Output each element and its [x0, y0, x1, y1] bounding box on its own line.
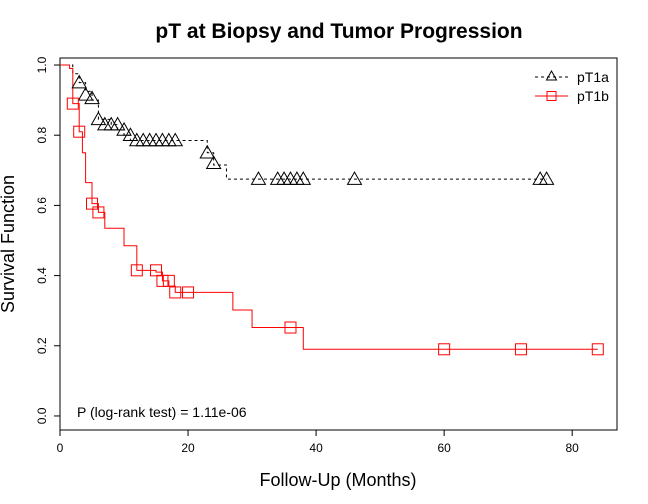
- censor-marker-pt1b: [92, 206, 105, 219]
- x-tick-label: 0: [57, 441, 64, 455]
- legend-entry-pt1a: pT1a: [535, 69, 609, 85]
- censor-marker-pt1b: [438, 343, 451, 356]
- km-curve-pt1a: [60, 64, 547, 180]
- censor-marker-pt1a: [90, 111, 107, 126]
- censor-marker-pt1b: [130, 264, 143, 277]
- censor-marker-pt1a: [205, 155, 222, 170]
- legend: pT1a pT1b: [535, 69, 609, 104]
- legend-entry-pt1b: pT1b: [535, 88, 609, 104]
- censor-marker-pt1b: [66, 97, 79, 110]
- censor-marker-pt1a: [199, 144, 216, 159]
- plot-area-frame: [59, 57, 618, 431]
- censor-marker-pt1b: [162, 274, 175, 287]
- censor-marker-pt1a: [71, 74, 88, 89]
- km-curve-pt1b: [60, 64, 598, 350]
- y-tick-label: 0.4: [35, 267, 49, 284]
- censor-marker-pt1b: [284, 321, 297, 334]
- x-tick-label: 80: [566, 441, 580, 455]
- censor-marker-pt1a: [295, 171, 312, 185]
- censor-marker-pt1a: [167, 132, 184, 147]
- censor-marker-pt1a: [538, 171, 555, 185]
- log-rank-annotation: P (log-rank test) = 1.11e-06: [77, 404, 247, 420]
- series-layer: [60, 64, 598, 350]
- censor-marker-pt1b: [150, 264, 163, 277]
- censor-marker-pt1b: [514, 343, 527, 356]
- censor-marker-pt1b: [591, 343, 604, 356]
- x-tick-label: 60: [437, 441, 451, 455]
- censor-marker-pt1b: [156, 274, 169, 287]
- chart-title: pT at Biopsy and Tumor Progression: [155, 20, 522, 43]
- y-tick-label: 0.8: [35, 127, 49, 144]
- legend-square-marker: [546, 91, 557, 101]
- censor-marker-pt1b: [73, 125, 86, 138]
- x-axis: 0 20 40 60 80: [57, 430, 580, 455]
- censor-marker-pt1a: [109, 116, 126, 131]
- censor-marker-pt1a: [116, 121, 132, 136]
- censor-marker-pt1b: [86, 197, 99, 210]
- x-tick-label: 20: [181, 441, 195, 455]
- x-tick-label: 40: [309, 441, 323, 455]
- legend-label-pt1b: pT1b: [577, 88, 609, 104]
- y-axis: 0.0 0.2 0.4 0.6 0.8 1.0: [35, 56, 60, 424]
- legend-label-pt1a: pT1a: [577, 69, 609, 85]
- legend-triangle-marker: [545, 69, 558, 81]
- censor-markers-layer: [66, 74, 604, 356]
- censor-marker-pt1a: [250, 171, 267, 185]
- y-tick-label: 0.0: [35, 407, 49, 424]
- censor-marker-pt1a: [122, 127, 139, 141]
- censor-marker-pt1b: [182, 286, 195, 299]
- y-tick-label: 1.0: [35, 56, 49, 73]
- censor-marker-pt1a: [77, 86, 94, 101]
- censor-marker-pt1a: [346, 171, 363, 185]
- censor-marker-pt1b: [169, 286, 182, 299]
- censor-marker-pt1a: [84, 90, 100, 105]
- x-axis-title: Follow-Up (Months): [259, 470, 416, 490]
- y-tick-label: 0.2: [35, 337, 49, 354]
- y-tick-label: 0.6: [35, 197, 49, 214]
- y-axis-title: Survival Function: [0, 175, 18, 313]
